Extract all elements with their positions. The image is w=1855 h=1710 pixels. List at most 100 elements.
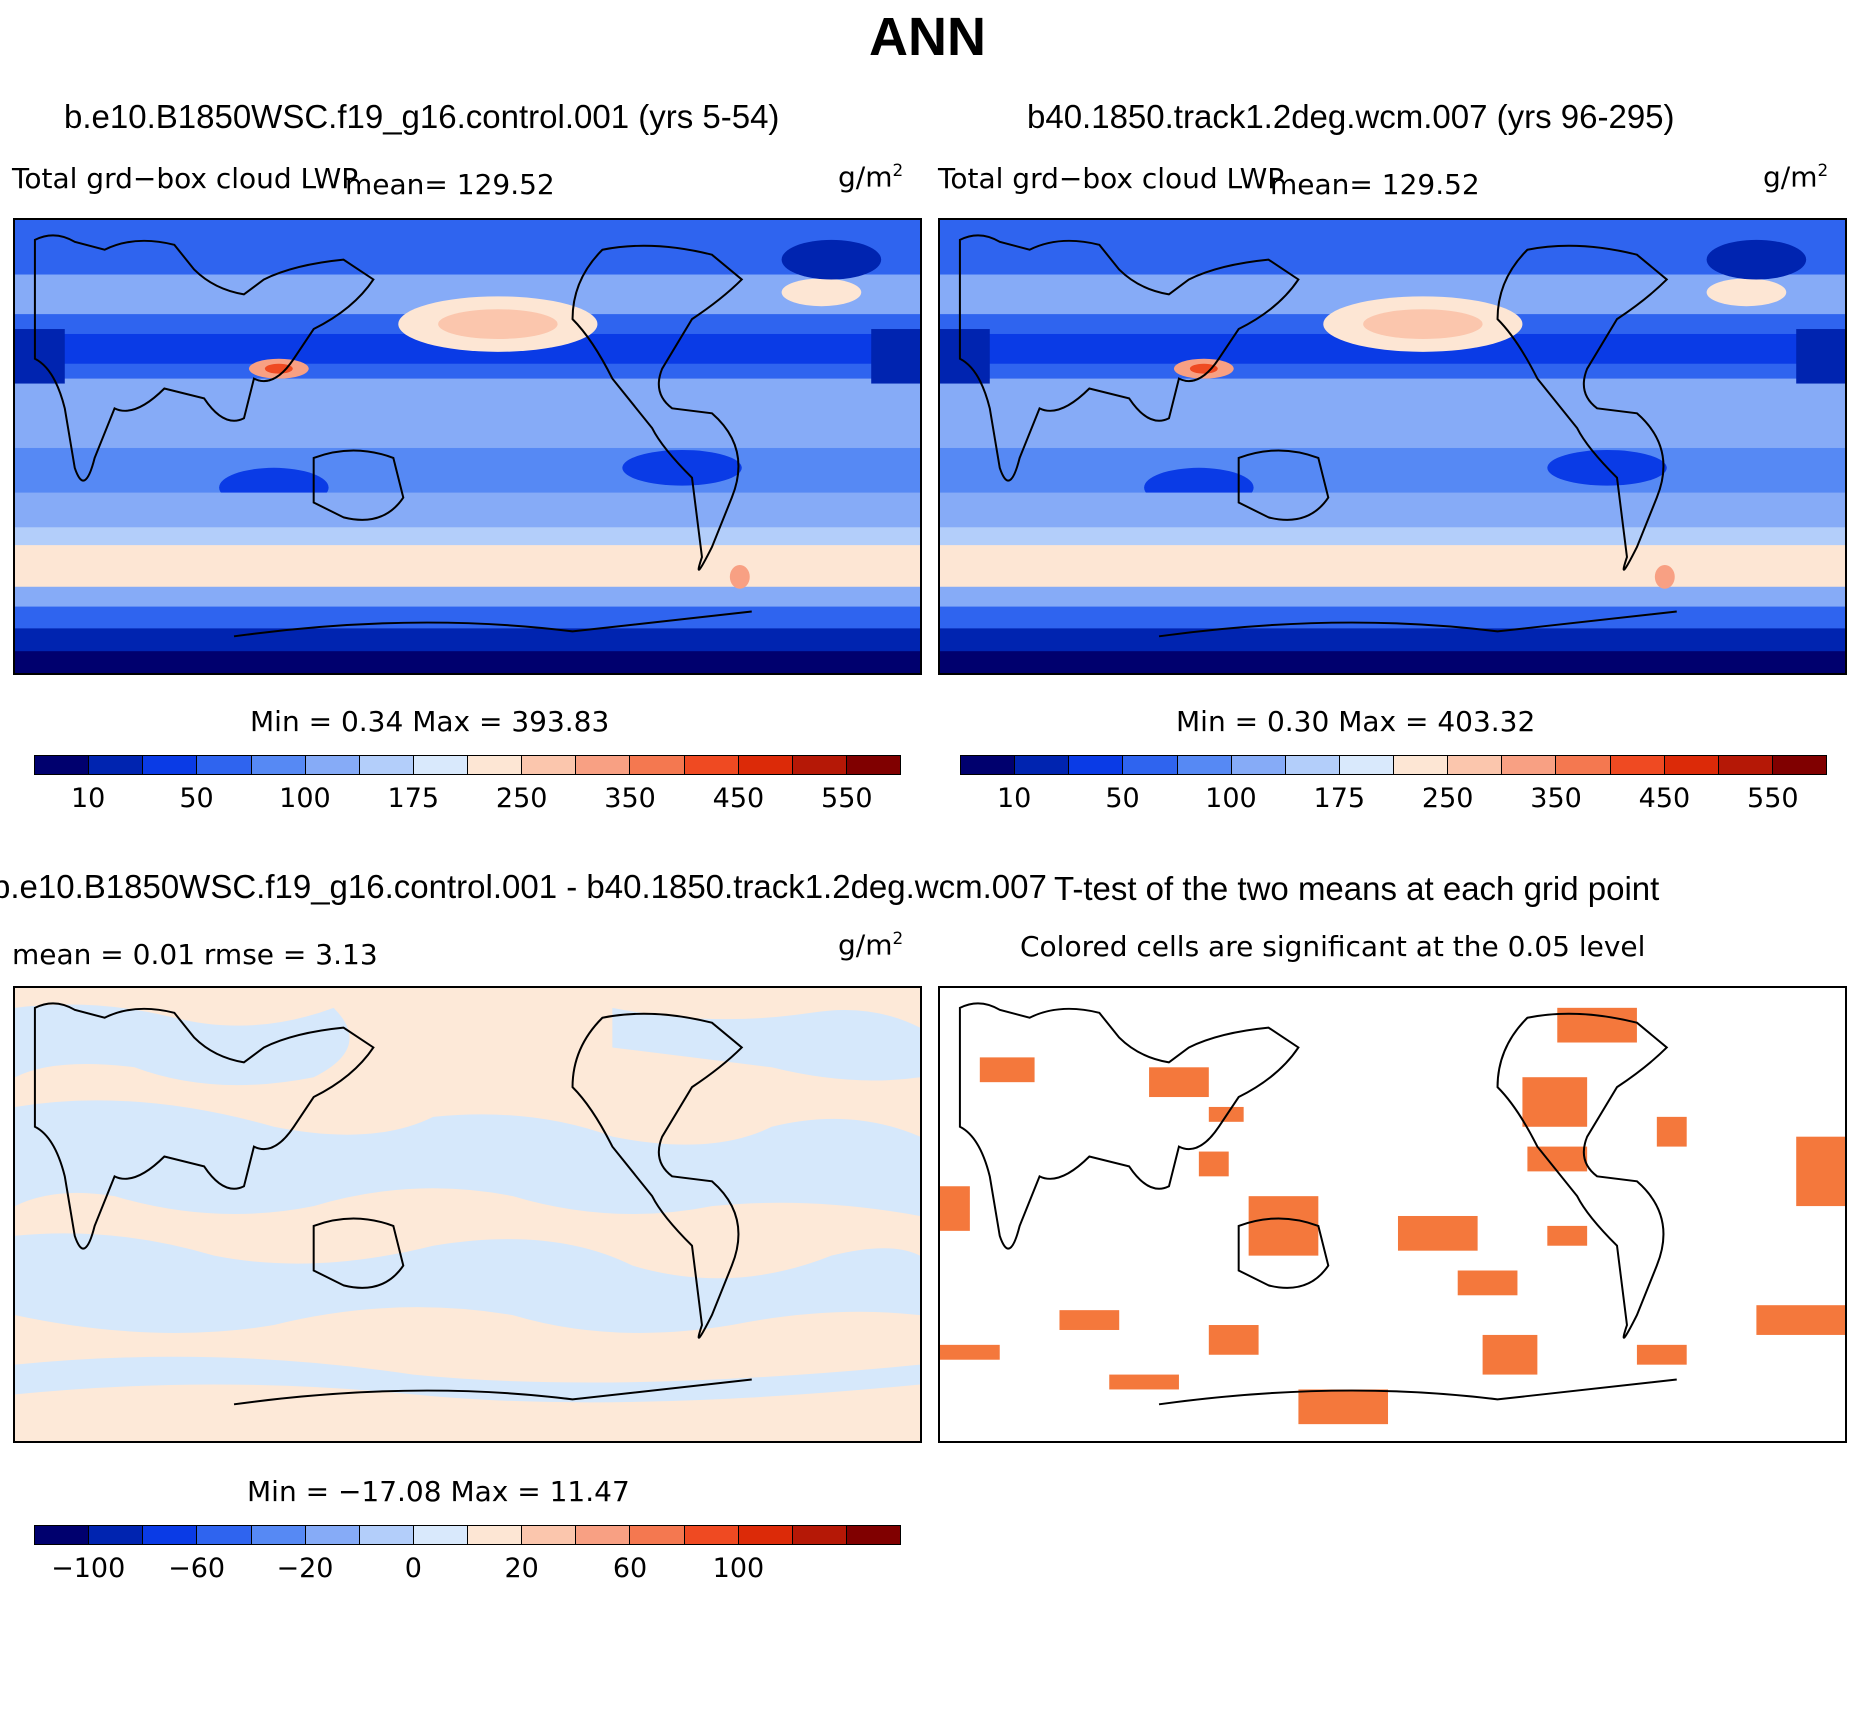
colorbar-cell bbox=[684, 1526, 739, 1544]
colorbar-tick-label: 350 bbox=[604, 783, 656, 814]
panel3-map bbox=[13, 986, 922, 1443]
colorbar-cell bbox=[35, 1526, 90, 1544]
colorbar-cell bbox=[89, 1526, 144, 1544]
panel1-map bbox=[13, 218, 922, 675]
significant-cells bbox=[940, 1007, 1845, 1425]
colorbar-cell bbox=[1394, 756, 1449, 774]
colorbar-cell bbox=[576, 756, 631, 774]
panel2-colorbar: 10 50 100 175 250 350 450 550 bbox=[960, 755, 1827, 814]
panel2-units: g/m2 bbox=[1763, 160, 1829, 194]
colorbar-cell bbox=[630, 1526, 685, 1544]
colorbar-tick-label: 250 bbox=[495, 783, 548, 814]
panel1-variable-label: Total grd−box cloud LWP bbox=[12, 162, 359, 195]
colorbar-cell bbox=[576, 1526, 631, 1544]
colorbar-cell bbox=[1339, 756, 1394, 774]
colorbar-tick-label: −20 bbox=[276, 1553, 334, 1584]
panel2-variable-label: Total grd−box cloud LWP bbox=[938, 162, 1285, 195]
colorbar-cell bbox=[468, 1526, 523, 1544]
colorbar-cell bbox=[1015, 756, 1070, 774]
panel1-colorbar: 10 50 100 175 250 350 450 550 bbox=[34, 755, 901, 814]
colorbar-tick-label: 60 bbox=[612, 1553, 648, 1584]
colorbar-tick-label: 20 bbox=[504, 1553, 539, 1584]
panel1-mean-label: mean= 129.52 bbox=[345, 168, 555, 201]
panel3-units: g/m2 bbox=[838, 928, 904, 962]
colorbar-cell bbox=[89, 756, 144, 774]
colorbar-tick-label: 50 bbox=[179, 783, 214, 814]
colorbar-cell bbox=[35, 756, 90, 774]
colorbar-cell bbox=[413, 1526, 468, 1544]
colorbar-tick-label: 450 bbox=[712, 783, 765, 814]
colorbar-cell bbox=[1177, 756, 1232, 774]
colorbar-cell bbox=[961, 756, 1016, 774]
panel2-mean-label: mean= 129.52 bbox=[1270, 168, 1480, 201]
colorbar-cell bbox=[1123, 756, 1178, 774]
panel3-stats: Min = −17.08 Max = 11.47 bbox=[247, 1475, 630, 1508]
panel2-map-svg bbox=[940, 220, 1845, 673]
colorbar-cell bbox=[522, 756, 577, 774]
panel2-map bbox=[938, 218, 1847, 675]
colorbar-cell bbox=[1231, 756, 1286, 774]
colorbar-cell bbox=[1718, 756, 1773, 774]
colorbar-tick-label: 100 bbox=[712, 1553, 765, 1584]
colorbar-cell bbox=[684, 756, 739, 774]
colorbar-cell bbox=[846, 756, 900, 774]
colorbar-cell bbox=[792, 1526, 847, 1544]
colorbar-tick-label: 50 bbox=[1105, 783, 1140, 814]
colorbar-cell bbox=[1502, 756, 1557, 774]
colorbar-cell bbox=[738, 756, 793, 774]
panel1-stats: Min = 0.34 Max = 393.83 bbox=[250, 705, 610, 738]
colorbar-tick-label: −100 bbox=[51, 1553, 126, 1584]
panel1-title: b.e10.B1850WSC.f19_g16.control.001 (yrs … bbox=[64, 98, 780, 135]
colorbar-cell bbox=[197, 1526, 252, 1544]
colorbar-cell bbox=[738, 1526, 793, 1544]
panel4-map-svg bbox=[940, 988, 1845, 1441]
colorbar-cell bbox=[305, 1526, 360, 1544]
colorbar-tick-label: −60 bbox=[168, 1553, 226, 1584]
colorbar-cell bbox=[143, 1526, 198, 1544]
colorbar-cell bbox=[468, 756, 523, 774]
colorbar-cell bbox=[630, 756, 685, 774]
colorbar-cell bbox=[1069, 756, 1124, 774]
colorbar-cell bbox=[143, 756, 198, 774]
colorbar-tick-label: 175 bbox=[1313, 783, 1366, 814]
colorbar-tick-label: 550 bbox=[821, 783, 873, 814]
panel3-colorbar: −100 −60 −20 0 20 60 100 bbox=[34, 1525, 901, 1584]
panel1-units: g/m2 bbox=[838, 160, 904, 194]
colorbar-cell bbox=[413, 756, 468, 774]
colorbar-tick-label: 250 bbox=[1421, 783, 1474, 814]
colorbar-tick-label: 175 bbox=[387, 783, 440, 814]
colorbar-tick-label: 10 bbox=[997, 783, 1032, 814]
panel1-map-svg bbox=[15, 220, 920, 673]
colorbar-cell bbox=[1448, 756, 1503, 774]
colorbar-tick-label: 450 bbox=[1638, 783, 1691, 814]
colorbar-cell bbox=[197, 756, 252, 774]
panel4-title: T-test of the two means at each grid poi… bbox=[1054, 870, 1660, 907]
panel4-map bbox=[938, 986, 1847, 1443]
colorbar-cell bbox=[1772, 756, 1826, 774]
colorbar-tick-label: 10 bbox=[71, 783, 106, 814]
colorbar-tick-label: 100 bbox=[279, 783, 331, 814]
colorbar-cell bbox=[846, 1526, 900, 1544]
colorbar-cell bbox=[1556, 756, 1611, 774]
colorbar-tick-label: 550 bbox=[1747, 783, 1799, 814]
main-title: ANN bbox=[869, 7, 986, 67]
colorbar-cell bbox=[1664, 756, 1719, 774]
panel3-stats-label: mean = 0.01 rmse = 3.13 bbox=[12, 938, 378, 971]
colorbar-cell bbox=[1610, 756, 1665, 774]
colorbar-tick-label: 350 bbox=[1530, 783, 1582, 814]
colorbar-cell bbox=[251, 756, 306, 774]
colorbar-tick-label: 100 bbox=[1205, 783, 1257, 814]
panel4-subtitle: Colored cells are significant at the 0.0… bbox=[1020, 930, 1646, 963]
colorbar-tick-label: 0 bbox=[404, 1553, 422, 1584]
colorbar-cell bbox=[522, 1526, 577, 1544]
colorbar-cell bbox=[305, 756, 360, 774]
panel2-title: b40.1850.track1.2deg.wcm.007 (yrs 96-295… bbox=[1027, 98, 1675, 135]
colorbar-cell bbox=[359, 756, 414, 774]
colorbar-cell bbox=[1285, 756, 1340, 774]
colorbar-cell bbox=[359, 1526, 414, 1544]
colorbar-cell bbox=[251, 1526, 306, 1544]
panel2-stats: Min = 0.30 Max = 403.32 bbox=[1176, 705, 1536, 738]
panel3-map-svg bbox=[15, 988, 920, 1441]
panel3-title: b.e10.B1850WSC.f19_g16.control.001 - b40… bbox=[0, 868, 1047, 905]
colorbar-cell bbox=[792, 756, 847, 774]
